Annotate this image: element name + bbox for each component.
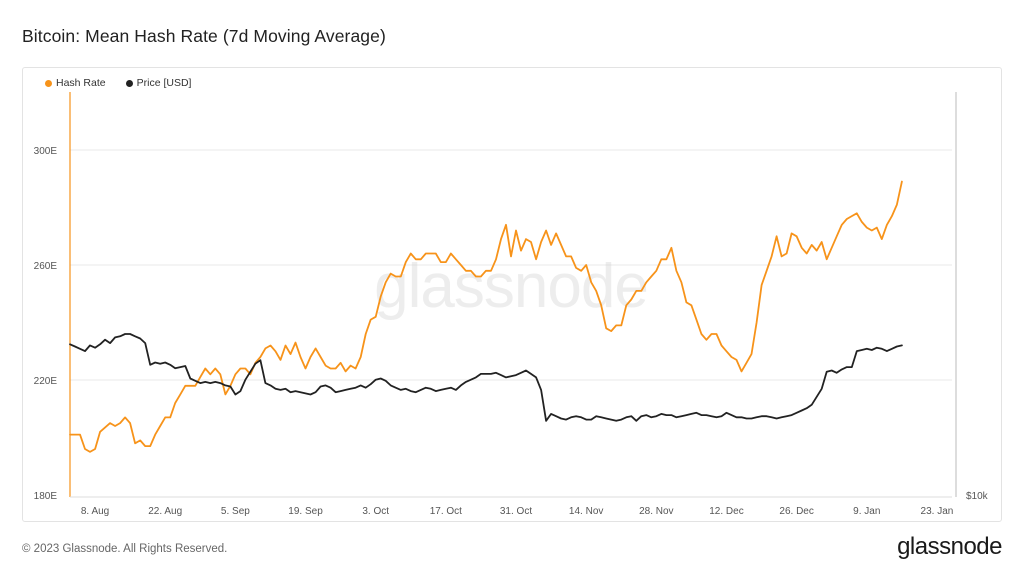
chart-legend: Hash Rate Price [USD] (45, 77, 191, 89)
price-legend-dot (125, 79, 133, 87)
x-tick-label: 14. Nov (569, 506, 603, 517)
x-tick-label: 31. Oct (500, 506, 532, 517)
y-tick-label: 300E (34, 146, 58, 157)
hash-rate-series-line (69, 180, 903, 453)
legend-label-hash-rate: Hash Rate (56, 77, 106, 89)
copyright-notice: © 2023 Glassnode. All Rights Reserved. (22, 543, 228, 555)
chart-title: Bitcoin: Mean Hash Rate (7d Moving Avera… (22, 26, 386, 46)
x-tick-label: 3. Oct (362, 506, 389, 517)
price-series-line (69, 333, 903, 422)
x-tick-label: 23. Jan (921, 506, 954, 517)
x-tick-label: 28. Nov (639, 506, 673, 517)
x-tick-label: 5. Sep (221, 506, 250, 517)
y-tick-label: 220E (34, 376, 58, 387)
hash-rate-legend-dot (45, 79, 52, 87)
glassnode-logo[interactable]: glassnode (897, 533, 1002, 560)
x-tick-label: 19. Sep (288, 506, 323, 517)
x-tick-label: 22. Aug (148, 506, 182, 517)
chart-panel (22, 67, 1002, 522)
x-tick-label: 12. Dec (709, 506, 743, 517)
x-tick-label: 26. Dec (779, 506, 813, 517)
x-tick-label: 8. Aug (81, 506, 109, 517)
right-axis-tick-label: $10k (966, 491, 989, 502)
legend-item-hash-rate[interactable]: Hash Rate (45, 77, 106, 89)
x-tick-label: 17. Oct (430, 506, 462, 517)
legend-label-price: Price [USD] (136, 77, 192, 89)
legend-item-price[interactable]: Price [USD] (125, 77, 192, 89)
y-tick-label: 260E (34, 261, 58, 272)
watermark-text: glassnode (374, 252, 648, 321)
x-tick-label: 9. Jan (853, 506, 880, 517)
y-tick-label: 180E (34, 491, 58, 502)
